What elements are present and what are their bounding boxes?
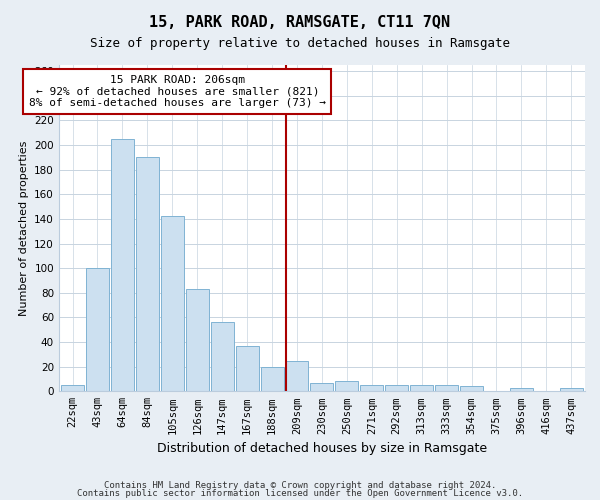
Bar bbox=[560, 388, 583, 392]
Bar bbox=[361, 385, 383, 392]
Text: Contains public sector information licensed under the Open Government Licence v3: Contains public sector information licen… bbox=[77, 489, 523, 498]
Bar bbox=[410, 385, 433, 392]
Bar bbox=[161, 216, 184, 392]
Text: 15 PARK ROAD: 206sqm
← 92% of detached houses are smaller (821)
8% of semi-detac: 15 PARK ROAD: 206sqm ← 92% of detached h… bbox=[29, 75, 326, 108]
X-axis label: Distribution of detached houses by size in Ramsgate: Distribution of detached houses by size … bbox=[157, 442, 487, 455]
Bar bbox=[111, 139, 134, 392]
Bar bbox=[211, 322, 233, 392]
Bar bbox=[236, 346, 259, 392]
Y-axis label: Number of detached properties: Number of detached properties bbox=[19, 140, 29, 316]
Bar bbox=[260, 366, 284, 392]
Bar bbox=[435, 385, 458, 392]
Bar bbox=[385, 385, 408, 392]
Bar bbox=[335, 382, 358, 392]
Bar bbox=[186, 289, 209, 392]
Text: 15, PARK ROAD, RAMSGATE, CT11 7QN: 15, PARK ROAD, RAMSGATE, CT11 7QN bbox=[149, 15, 451, 30]
Bar bbox=[86, 268, 109, 392]
Text: Size of property relative to detached houses in Ramsgate: Size of property relative to detached ho… bbox=[90, 38, 510, 51]
Bar bbox=[61, 385, 84, 392]
Bar bbox=[310, 382, 334, 392]
Bar bbox=[136, 158, 159, 392]
Bar bbox=[286, 360, 308, 392]
Text: Contains HM Land Registry data © Crown copyright and database right 2024.: Contains HM Land Registry data © Crown c… bbox=[104, 480, 496, 490]
Bar bbox=[460, 386, 483, 392]
Bar bbox=[510, 388, 533, 392]
